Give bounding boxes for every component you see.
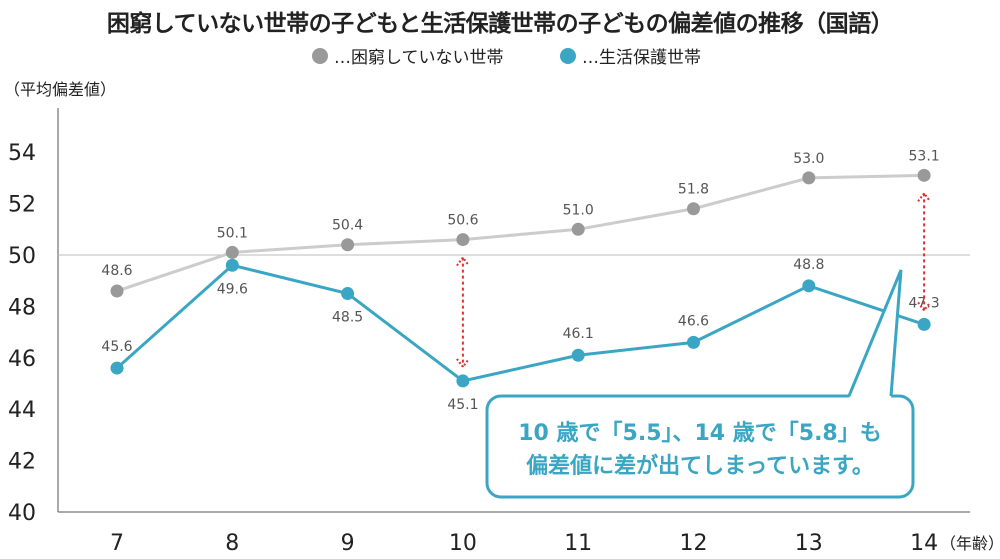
series-line-1 [116,263,925,383]
data-point [917,168,931,182]
data-label: 46.1 [563,326,594,342]
data-label: 45.1 [447,397,478,413]
x-tick-label: 12 [680,531,708,556]
x-axis-label: （年齢） [940,534,1000,553]
data-label: 48.5 [332,310,363,326]
arrow-head-up [456,255,470,267]
legend-label: …生活保護世帯 [582,48,701,68]
data-label: 53.1 [909,148,940,164]
data-label: 48.6 [101,263,132,279]
data-point [687,202,700,216]
data-label: 50.6 [447,213,478,229]
x-tick-label: 9 [341,531,355,556]
data-point [802,171,816,185]
data-point [917,317,931,331]
data-point [110,284,124,298]
data-label: 45.6 [101,339,132,355]
callout-tail [847,269,903,397]
y-tick-label: 44 [8,398,36,423]
y-tick-label: 42 [8,450,36,475]
y-tick-label: 48 [8,295,36,320]
data-point [225,245,239,259]
data-label: 49.6 [217,281,248,297]
x-tick-label: 7 [110,531,124,556]
callout-text: 10 歳で「5.5」、14 歳で「5.8」も [518,421,882,446]
y-tick-label: 54 [8,141,36,166]
data-label: 51.0 [563,202,594,218]
chart-title: 困窮していない世帯の子どもと生活保護世帯の子どもの偏差値の推移（国語） [106,11,894,37]
callout-box [485,394,915,499]
data-point [110,361,124,375]
data-label: 48.8 [793,257,824,273]
x-tick-label: 11 [564,531,592,556]
legend-marker [312,48,328,64]
legend-label: …困窮していない世帯 [334,48,504,68]
x-tick-label: 14 [910,531,938,556]
data-point [571,348,585,362]
x-tick-label: 8 [225,531,239,556]
data-label: 50.4 [332,218,363,234]
arrow-head-up [917,191,931,202]
y-tick-label: 46 [8,347,36,372]
x-tick-label: 13 [795,531,823,556]
data-point [341,287,355,301]
data-label: 53.0 [793,151,824,167]
series-line-0 [116,173,925,293]
legend-marker [560,48,576,64]
data-label: 50.1 [217,225,248,241]
callout-text: 偏差値に差が出てしまっています。 [526,453,874,479]
data-point [571,222,585,236]
y-axis-label: （平均偏差値） [4,80,116,99]
data-point [225,258,239,272]
data-point [802,279,816,293]
data-point [456,374,470,388]
data-point [687,335,700,349]
data-point [456,233,470,247]
y-tick-label: 50 [8,244,36,269]
x-tick-label: 10 [449,531,477,556]
arrow-head-down [456,358,470,369]
y-tick-label: 52 [8,193,36,218]
arrow-head-down [917,301,931,313]
data-point [341,238,355,252]
data-label: 46.6 [678,313,709,329]
y-tick-label: 40 [8,501,36,526]
data-label: 51.8 [678,182,709,198]
